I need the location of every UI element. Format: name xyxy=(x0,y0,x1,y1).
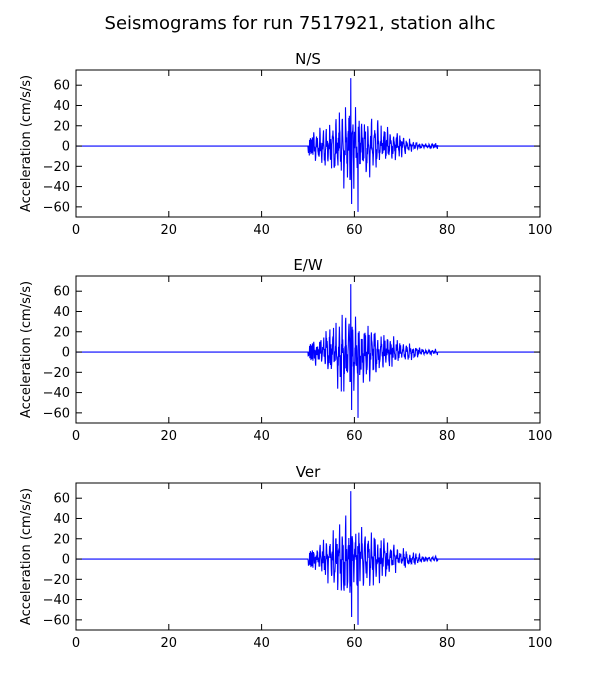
x-tick-label: 40 xyxy=(253,429,270,444)
y-tick-label: −20 xyxy=(43,160,70,175)
x-tick-label: 100 xyxy=(528,429,553,444)
y-tick-label: −40 xyxy=(43,593,70,608)
y-tick-label: 20 xyxy=(53,119,70,134)
figure-title: Seismograms for run 7517921, station alh… xyxy=(105,13,496,34)
panel-title-ew: E/W xyxy=(293,256,323,274)
y-tick-label: 40 xyxy=(53,512,70,527)
y-axis-label-ver: Acceleration (cm/s/s) xyxy=(19,488,34,625)
y-axis-label-ns: Acceleration (cm/s/s) xyxy=(19,75,34,212)
waveform-ns xyxy=(76,78,540,212)
x-tick-label: 100 xyxy=(528,223,553,238)
x-tick-label: 60 xyxy=(346,223,363,238)
y-tick-label: 40 xyxy=(53,305,70,320)
y-tick-label: −40 xyxy=(43,180,70,195)
x-tick-label: 0 xyxy=(72,429,80,444)
panel-title-ver: Ver xyxy=(296,463,321,481)
x-tick-label: 80 xyxy=(439,223,456,238)
x-tick-label: 20 xyxy=(161,636,178,651)
y-tick-label: 0 xyxy=(62,346,70,361)
y-tick-label: 0 xyxy=(62,553,70,568)
waveform-ver xyxy=(76,491,540,625)
x-tick-label: 0 xyxy=(72,636,80,651)
y-tick-label: 20 xyxy=(53,325,70,340)
x-tick-label: 0 xyxy=(72,223,80,238)
panel-ver: Ver Acceleration (cm/s/s) 0 20 40 60 80 100 −60 −… xyxy=(19,463,552,651)
x-tick-label: 60 xyxy=(346,636,363,651)
axes-frame-ns xyxy=(75,69,541,218)
y-tick-label: 40 xyxy=(53,99,70,114)
axes-frame-ver xyxy=(75,482,541,631)
x-tick-label: 60 xyxy=(346,429,363,444)
y-tick-label: −60 xyxy=(43,200,70,215)
y-tick-label: 60 xyxy=(53,492,70,507)
panel-ew: E/W Acceleration (cm/s/s) 0 20 40 60 80 100 −60 −… xyxy=(19,256,552,444)
y-tick-label: −60 xyxy=(43,613,70,628)
x-tick-label: 20 xyxy=(161,223,178,238)
y-tick-label: −20 xyxy=(43,366,70,381)
y-axis-label-ew: Acceleration (cm/s/s) xyxy=(19,281,34,418)
x-tick-label: 80 xyxy=(439,429,456,444)
axes-frame-ew xyxy=(75,275,541,424)
panel-ns: N/S Acceleration (cm/s/s) 0 20 40 60 80 100 −60 −… xyxy=(19,50,552,238)
x-tick-label: 40 xyxy=(253,223,270,238)
y-tick-label: 60 xyxy=(53,285,70,300)
y-tick-label: 20 xyxy=(53,532,70,547)
y-tick-label: −40 xyxy=(43,386,70,401)
y-tick-label: −60 xyxy=(43,406,70,421)
y-tick-label: 0 xyxy=(62,140,70,155)
y-tick-label: 60 xyxy=(53,79,70,94)
x-tick-label: 20 xyxy=(161,429,178,444)
x-tick-label: 100 xyxy=(528,636,553,651)
x-tick-label: 40 xyxy=(253,636,270,651)
x-tick-label: 80 xyxy=(439,636,456,651)
y-tick-label: −20 xyxy=(43,573,70,588)
panel-title-ns: N/S xyxy=(295,50,321,68)
waveform-ew xyxy=(76,284,540,418)
